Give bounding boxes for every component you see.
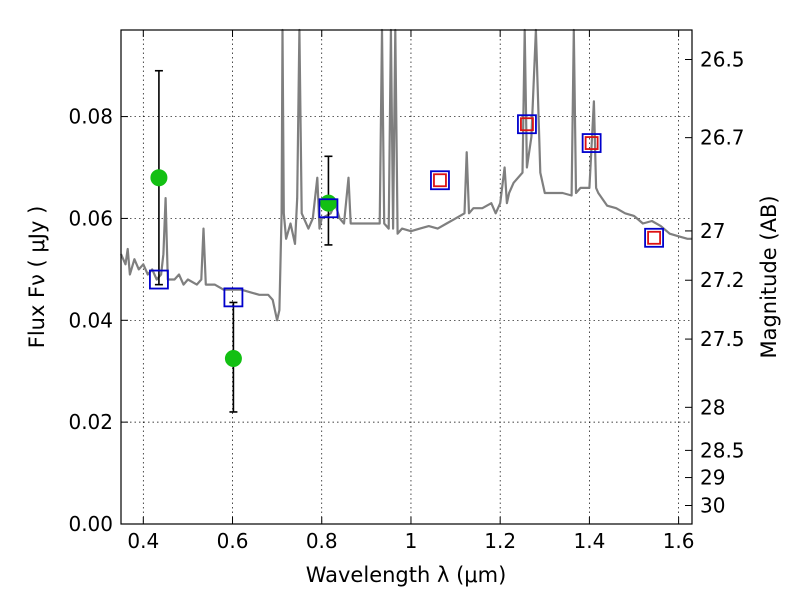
plot-frame: [120, 29, 693, 525]
model-flux-square: [223, 287, 244, 308]
observed-flux-point: [150, 169, 168, 187]
x-tick-label: 0.8: [306, 529, 338, 553]
red-square-marker: [433, 173, 447, 188]
x-axis-title: Wavelength λ (μm): [306, 563, 507, 587]
right-axis-title: Magnitude (AB): [757, 195, 781, 358]
x-tick-label: 1.6: [663, 529, 695, 553]
spectrum-line: [119, 28, 692, 322]
right-tick-label: 28: [700, 395, 725, 419]
red-square-marker: [584, 136, 599, 150]
x-tick-label: 1: [405, 529, 418, 553]
model-flux-square: [318, 198, 339, 219]
x-tick-label: 1.4: [573, 529, 605, 553]
right-tick-label: 30: [700, 494, 725, 518]
red-square-marker: [647, 230, 661, 245]
right-tick-label: 27: [700, 219, 725, 243]
right-tick-label: 26.5: [700, 48, 745, 72]
plot-area: [119, 28, 692, 413]
observed-flux-point: [224, 349, 242, 367]
axis-ticks: 0.4 0.6 0.8 1 1.2 1.4 1.6 0.00 0.02 0.04 0.06 0.08 2…: [68, 30, 745, 553]
y-tick-label: 0.02: [68, 410, 113, 434]
model-flux-square: [149, 269, 169, 290]
x-tick-label: 0.4: [127, 529, 159, 553]
model-flux-square: [581, 133, 602, 153]
observed-flux-point: [319, 194, 337, 212]
right-tick-label: 27.5: [700, 327, 745, 351]
y-tick-label: 0.00: [68, 512, 113, 536]
x-tick-label: 1.2: [484, 529, 516, 553]
model-flux-square: [644, 227, 664, 248]
model-flux-square: [430, 170, 450, 191]
y-tick-label: 0.08: [68, 105, 113, 129]
x-tick-label: 0.6: [217, 529, 249, 553]
y-tick-label: 0.06: [68, 206, 113, 230]
right-tick-label: 27.2: [700, 268, 745, 292]
right-tick-label: 29: [700, 466, 725, 490]
red-square-marker: [520, 117, 534, 132]
right-tick-label: 26.7: [700, 126, 745, 150]
y-axis-title: Flux Fν ( μJy ): [25, 206, 49, 349]
model-flux-square: [517, 114, 537, 135]
y-tick-label: 0.04: [68, 308, 113, 332]
right-tick-label: 28.5: [700, 438, 745, 462]
